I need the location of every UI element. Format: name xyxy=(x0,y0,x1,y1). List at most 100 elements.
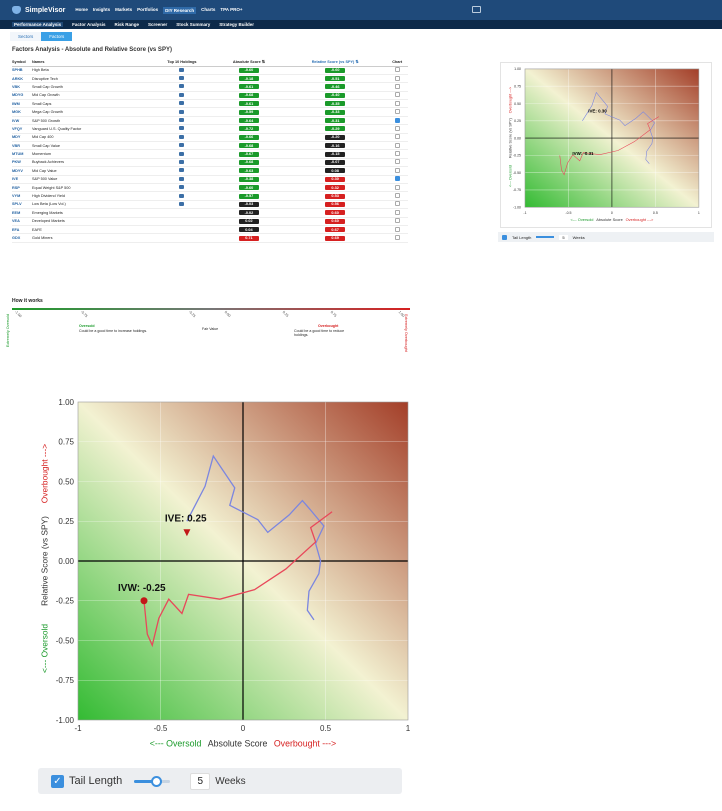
chart-checkbox[interactable] xyxy=(394,209,400,215)
holdings-icon[interactable] xyxy=(179,92,185,97)
chart-checkbox[interactable] xyxy=(394,142,400,148)
tail-slider-small[interactable] xyxy=(536,236,555,238)
chart-checkbox[interactable] xyxy=(394,109,400,115)
chart-checkbox[interactable] xyxy=(394,125,400,131)
chart-checkbox[interactable] xyxy=(394,235,400,240)
nav-item[interactable]: Markets xyxy=(115,6,133,12)
row-symbol[interactable]: GDX xyxy=(12,233,32,243)
holdings-icon[interactable] xyxy=(179,193,185,198)
extremely-oversold-label: Extremely Oversold xyxy=(6,314,10,348)
brand-logo[interactable]: SimpleVisor xyxy=(12,6,65,14)
chart-checkbox[interactable] xyxy=(394,201,400,207)
row-symbol[interactable]: MDYG xyxy=(12,91,32,101)
chart-checkbox[interactable] xyxy=(394,226,400,232)
chart-checkbox[interactable] xyxy=(394,100,400,106)
holdings-icon[interactable] xyxy=(179,126,185,131)
holdings-icon[interactable] xyxy=(179,151,185,156)
row-symbol[interactable]: EEM xyxy=(12,208,32,218)
holdings-icon[interactable] xyxy=(179,143,185,148)
row-absolute-score: -0.57 xyxy=(213,191,284,201)
nav-item[interactable]: DIY Research xyxy=(163,6,197,14)
row-symbol[interactable]: MDY xyxy=(12,133,32,143)
row-symbol[interactable]: IWM xyxy=(12,99,32,109)
nav-item[interactable]: Home xyxy=(75,6,88,12)
x-tick-label: -1 xyxy=(74,724,82,733)
holdings-icon[interactable] xyxy=(179,84,185,89)
row-symbol[interactable]: VEA xyxy=(12,217,32,226)
chart-checkbox[interactable] xyxy=(394,92,400,98)
holdings-icon[interactable] xyxy=(179,101,185,106)
row-symbol[interactable]: MTUM xyxy=(12,149,32,159)
tab-factors[interactable]: Factors xyxy=(41,32,73,41)
tail-checkbox-small[interactable] xyxy=(502,234,507,240)
tail-length-slider[interactable] xyxy=(134,775,171,787)
col-relative-score[interactable]: Relative Score (vs SPY) ⇅ xyxy=(283,58,387,67)
holdings-icon[interactable] xyxy=(179,159,185,164)
subnav-item[interactable]: Stock Summary xyxy=(176,22,211,27)
tail-length-value[interactable]: 5 xyxy=(190,772,211,790)
chart-checkbox[interactable] xyxy=(394,167,400,173)
chart-checkbox[interactable] xyxy=(394,117,400,123)
col-names[interactable]: Names xyxy=(32,58,150,67)
subnav-item[interactable]: Screener xyxy=(147,22,168,27)
subnav-item[interactable]: Performance Analysis xyxy=(12,22,64,27)
y-tick-label: 0.50 xyxy=(514,102,521,106)
chart-checkbox[interactable] xyxy=(394,151,400,157)
y-axis-title: Relative Score (vs SPY) xyxy=(508,118,512,158)
row-symbol[interactable]: SPHB xyxy=(12,66,32,75)
holdings-icon[interactable] xyxy=(179,67,185,72)
nav-item[interactable]: TPA PRO+ xyxy=(220,6,243,12)
chart-checkbox[interactable] xyxy=(394,218,400,224)
subnav-item[interactable]: Strategy Builder xyxy=(219,22,255,27)
chart-checkbox[interactable] xyxy=(394,67,400,73)
row-relative-score: -0.31 xyxy=(283,116,387,126)
row-symbol[interactable]: ARKK xyxy=(12,74,32,84)
nav-item[interactable]: Insights xyxy=(92,6,111,12)
y-tick-label: -0.50 xyxy=(513,171,521,175)
table-header-row: Symbol Names Top 10 Holdings Absolute Sc… xyxy=(12,58,408,67)
slider-thumb[interactable] xyxy=(151,775,163,787)
chart-checkbox[interactable] xyxy=(394,159,400,165)
row-symbol[interactable]: SPLV xyxy=(12,200,32,210)
row-symbol[interactable]: VYM xyxy=(12,191,32,201)
chart-checkbox[interactable] xyxy=(394,193,400,199)
subnav-item[interactable]: Risk Range xyxy=(114,22,139,27)
row-symbol[interactable]: PKW xyxy=(12,158,32,168)
subnav-item[interactable]: Factor Analysis xyxy=(72,22,106,27)
y-axis-overbought: Overbought ---> xyxy=(508,87,512,113)
col-symbol[interactable]: Symbol xyxy=(12,58,32,67)
chart-checkbox[interactable] xyxy=(394,134,400,140)
chart-checkbox[interactable] xyxy=(394,83,400,89)
screen-icon[interactable] xyxy=(472,6,481,13)
holdings-icon[interactable] xyxy=(179,201,185,206)
row-holdings xyxy=(150,133,214,143)
tail-value-small[interactable]: 5 xyxy=(559,234,568,240)
nav-item[interactable]: Charts xyxy=(201,6,216,12)
row-symbol[interactable]: VBR xyxy=(12,141,32,151)
absolute-score-badge: -0.68 xyxy=(238,92,259,98)
holdings-icon[interactable] xyxy=(179,134,185,139)
holdings-icon[interactable] xyxy=(179,109,185,114)
col-absolute-score[interactable]: Absolute Score ⇅ xyxy=(213,58,284,67)
row-symbol[interactable]: IVW xyxy=(12,116,32,126)
row-symbol[interactable]: VFQY xyxy=(12,124,32,134)
row-symbol[interactable]: EFA xyxy=(12,225,32,235)
row-symbol[interactable]: RSP xyxy=(12,183,32,193)
row-chart xyxy=(386,116,408,126)
nav-item[interactable]: Portfolios xyxy=(137,6,159,12)
tab-sectors[interactable]: Sectors xyxy=(10,32,42,41)
holdings-icon[interactable] xyxy=(179,118,185,123)
holdings-icon[interactable] xyxy=(179,176,185,181)
chart-checkbox[interactable] xyxy=(394,75,400,81)
tail-length-checkbox[interactable]: ✓ xyxy=(51,774,64,788)
holdings-icon[interactable] xyxy=(179,168,185,173)
row-symbol[interactable]: VBK xyxy=(12,82,32,92)
row-symbol[interactable]: MDYV xyxy=(12,166,32,176)
holdings-icon[interactable] xyxy=(179,76,185,81)
holdings-icon[interactable] xyxy=(179,185,185,190)
row-absolute-score: -0.66 xyxy=(213,133,284,143)
chart-checkbox[interactable] xyxy=(394,184,400,190)
chart-checkbox[interactable] xyxy=(394,176,400,182)
row-symbol[interactable]: IVE xyxy=(12,175,32,184)
row-symbol[interactable]: MGK xyxy=(12,107,32,117)
